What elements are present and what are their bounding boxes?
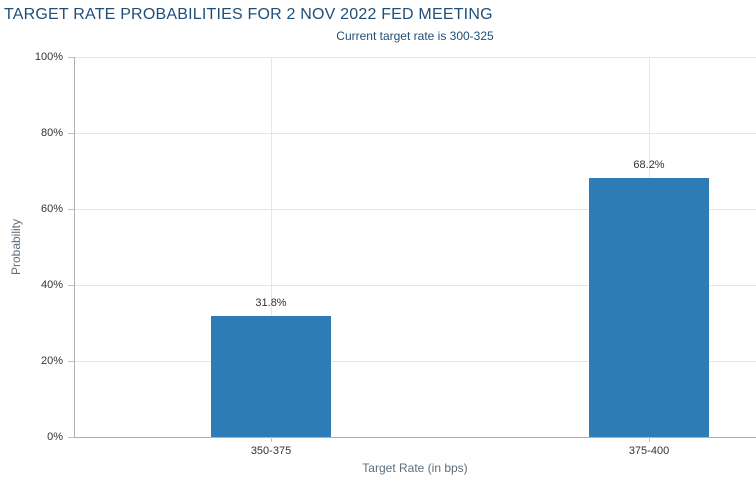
bar-value-label: 68.2% — [633, 159, 665, 171]
chart-title: TARGET RATE PROBABILITIES FOR 2 NOV 2022… — [4, 6, 493, 23]
bar-value-label: 31.8% — [255, 297, 287, 309]
y-axis-tick-label: 0% — [47, 431, 63, 443]
horizontal-gridline — [74, 133, 756, 134]
y-axis-tick-mark — [68, 361, 74, 362]
chart-subtitle: Current target rate is 300-325 — [336, 29, 494, 43]
x-axis-title: Target Rate (in bps) — [362, 461, 468, 475]
y-axis-tick-label: 20% — [40, 355, 63, 367]
y-axis-tick-label: 80% — [40, 127, 63, 139]
x-axis-category-label: 375-400 — [628, 445, 670, 457]
probability-bar-350-375[interactable] — [211, 316, 331, 437]
y-axis-tick-mark — [68, 209, 74, 210]
x-axis-line — [74, 437, 756, 438]
vertical-gridline — [271, 57, 272, 437]
horizontal-gridline — [74, 361, 756, 362]
y-axis-labels: 0% 20% 40% 60% 80% 100% — [0, 51, 74, 443]
y-axis-tick-label: 60% — [40, 203, 63, 215]
y-axis-tick-label: 100% — [34, 51, 63, 63]
y-axis-tick-mark — [68, 285, 74, 286]
y-axis-line — [74, 57, 75, 437]
x-axis-tick-mark — [649, 437, 650, 442]
x-axis-category-label: 350-375 — [250, 445, 292, 457]
horizontal-gridline — [74, 285, 756, 286]
y-axis-tick-label: 40% — [40, 279, 63, 291]
x-axis-tick-mark — [271, 437, 272, 442]
horizontal-gridline — [74, 209, 756, 210]
plot-area: 31.8% 68.2% — [74, 57, 756, 438]
y-axis-tick-mark — [68, 437, 74, 438]
probability-bar-375-400[interactable] — [589, 178, 709, 437]
horizontal-gridline — [74, 57, 756, 58]
y-axis-tick-mark — [68, 57, 74, 58]
y-axis-tick-mark — [68, 133, 74, 134]
